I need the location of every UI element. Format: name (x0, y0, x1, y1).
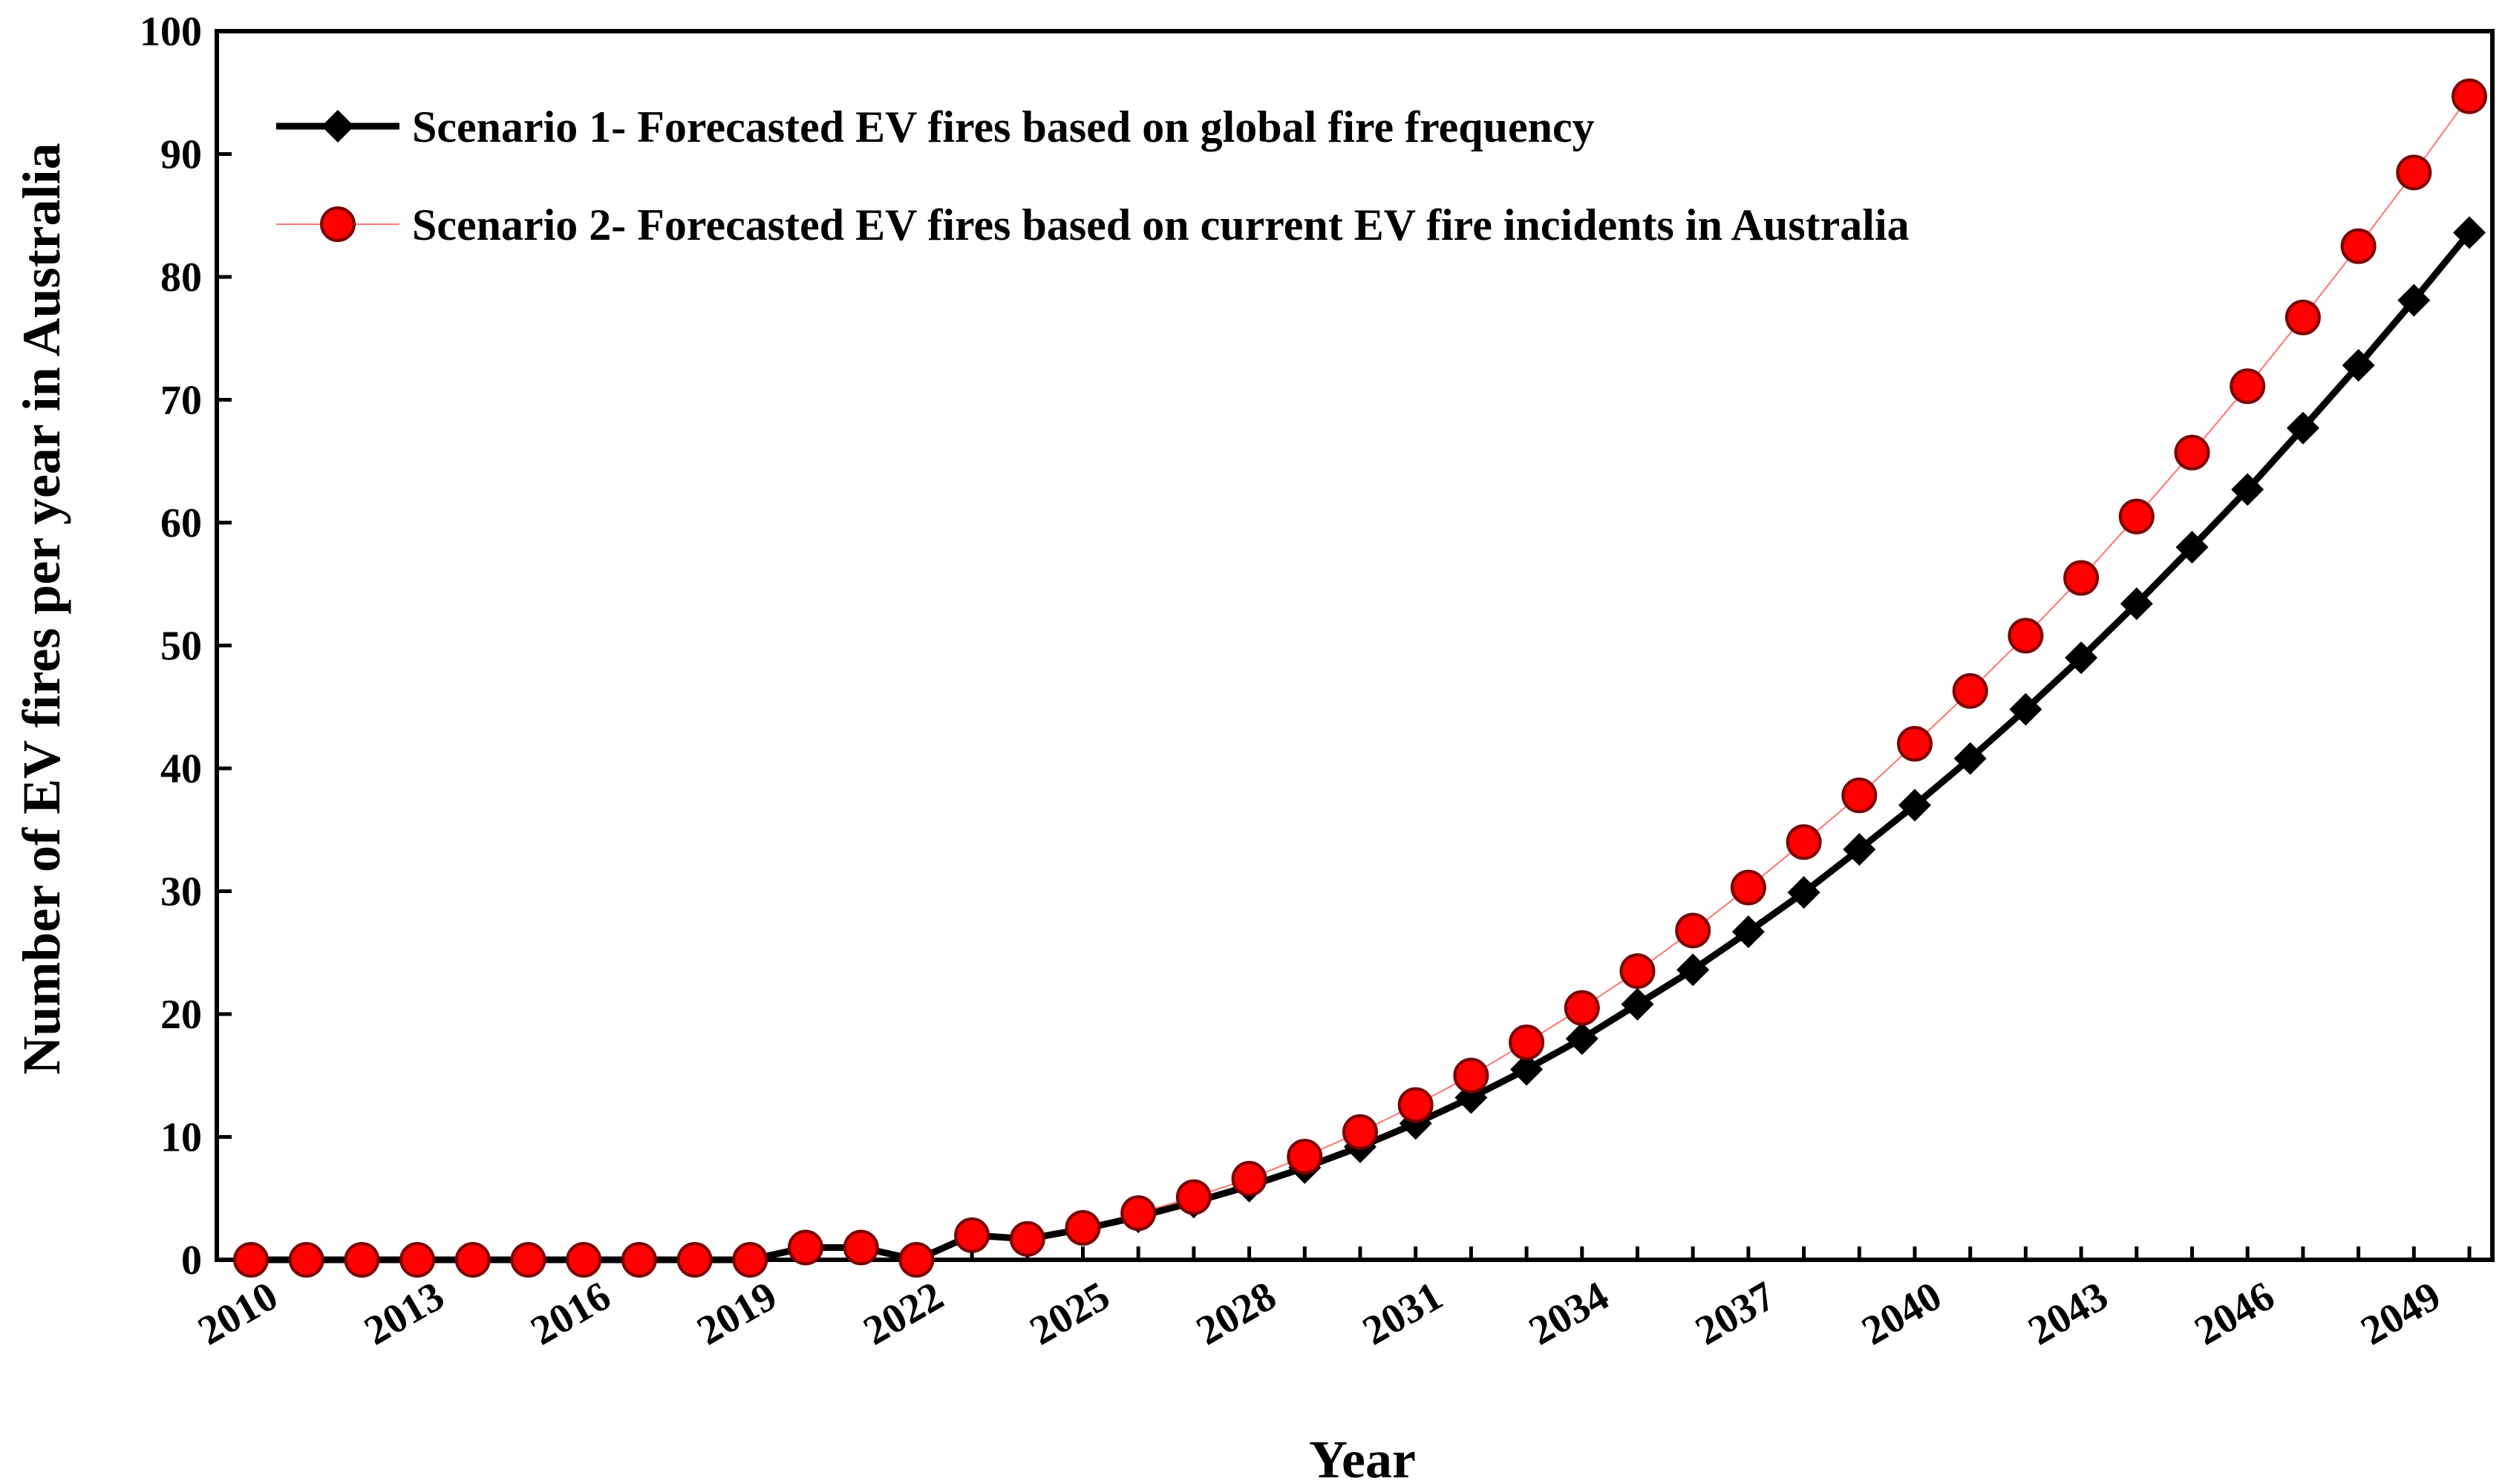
x-tick-label: 2043 (2021, 1273, 2116, 1355)
legend-marker-scenario-2 (320, 206, 356, 242)
data-point-scenario-2 (454, 1242, 491, 1278)
data-point-scenario-2 (1065, 1209, 1101, 1246)
data-point-scenario-2 (1952, 673, 1988, 709)
legend: Scenario 1- Forecasted EV fires based on… (276, 102, 1910, 249)
data-point-scenario-2 (1120, 1195, 1157, 1232)
series-line-scenario-2 (251, 96, 2470, 1261)
x-tick-label: 2025 (1022, 1273, 1117, 1355)
x-tick-label: 2019 (690, 1273, 785, 1355)
legend-marker-scenario-1 (321, 110, 354, 143)
data-point-scenario-2 (344, 1242, 380, 1278)
x-tick-label: 2022 (856, 1273, 951, 1355)
data-point-scenario-2 (1342, 1114, 1378, 1150)
y-tick-label: 90 (160, 132, 202, 178)
data-point-scenario-2 (510, 1242, 546, 1278)
data-point-scenario-2 (732, 1242, 768, 1278)
x-tick-label: 2046 (2187, 1273, 2282, 1355)
data-point-scenario-2 (2340, 228, 2377, 264)
data-point-scenario-2 (1231, 1160, 1267, 1197)
data-point-scenario-2 (954, 1217, 990, 1253)
data-point-scenario-2 (1786, 824, 1822, 860)
data-point-scenario-2 (1564, 990, 1600, 1026)
data-point-scenario-2 (788, 1229, 823, 1266)
data-point-scenario-1 (1953, 742, 1987, 775)
data-point-scenario-2 (1009, 1220, 1045, 1257)
data-point-scenario-2 (2230, 368, 2266, 405)
x-tick-label: 2010 (191, 1273, 286, 1355)
data-point-scenario-2 (1675, 912, 1711, 949)
data-point-scenario-2 (1175, 1179, 1212, 1215)
legend-label-scenario-1: Scenario 1- Forecasted EV fires based on… (412, 102, 1595, 151)
data-point-scenario-2 (2284, 299, 2321, 336)
data-point-scenario-2 (2174, 434, 2210, 471)
y-tick-label: 70 (160, 378, 202, 424)
data-point-scenario-1 (1787, 876, 1820, 909)
data-point-scenario-1 (2009, 693, 2042, 726)
data-point-scenario-1 (1510, 1053, 1544, 1086)
data-point-scenario-1 (2120, 587, 2153, 621)
x-tick-label: 2031 (1355, 1273, 1450, 1355)
data-point-scenario-2 (1397, 1087, 1434, 1123)
data-point-scenario-2 (1287, 1138, 1323, 1174)
data-point-scenario-2 (1730, 869, 1766, 906)
data-point-scenario-2 (1509, 1024, 1545, 1061)
data-point-scenario-1 (2231, 473, 2264, 506)
data-point-scenario-2 (1897, 725, 1933, 762)
data-point-scenario-1 (2175, 531, 2209, 564)
x-tick-label: 2040 (1855, 1273, 1950, 1355)
data-point-scenario-2 (2452, 78, 2487, 114)
data-point-scenario-1 (1565, 1022, 1598, 1056)
y-axis-title: Number of EV fires per year in Australia (12, 143, 71, 1074)
y-axis-ticks: 0 10 20 30 40 50 60 70 80 90 100 (140, 9, 232, 1284)
y-tick-label: 0 (181, 1238, 202, 1284)
x-tick-label: 2016 (523, 1273, 618, 1355)
y-tick-label: 10 (160, 1115, 202, 1161)
data-point-scenario-1 (2065, 641, 2098, 675)
legend-label-scenario-2: Scenario 2- Forecasted EV fires based on… (412, 200, 1910, 249)
data-point-scenario-2 (898, 1242, 935, 1278)
data-point-scenario-2 (566, 1242, 602, 1278)
y-tick-label: 60 (160, 500, 202, 546)
series-group (233, 78, 2487, 1278)
data-point-scenario-2 (2118, 498, 2155, 535)
x-tick-label: 2037 (1688, 1273, 1783, 1355)
data-point-scenario-2 (676, 1242, 713, 1278)
x-axis-title: Year (1309, 1430, 1416, 1484)
data-point-scenario-1 (2397, 284, 2431, 317)
y-tick-label: 100 (140, 9, 202, 55)
data-point-scenario-1 (1621, 987, 1654, 1021)
data-point-scenario-2 (843, 1229, 879, 1266)
x-tick-label: 2013 (357, 1273, 452, 1355)
data-point-scenario-2 (1841, 777, 1878, 814)
x-tick-label: 2034 (1521, 1273, 1616, 1355)
data-point-scenario-2 (399, 1242, 436, 1278)
data-point-scenario-2 (2008, 618, 2044, 654)
data-point-scenario-2 (233, 1242, 269, 1278)
data-point-scenario-2 (288, 1242, 324, 1278)
data-point-scenario-2 (2063, 560, 2100, 596)
data-point-scenario-2 (1453, 1057, 1489, 1094)
y-tick-label: 40 (160, 746, 202, 792)
data-point-scenario-1 (1843, 833, 1876, 866)
data-point-scenario-1 (1898, 788, 1931, 822)
data-point-scenario-1 (1676, 953, 1710, 987)
data-point-scenario-1 (2453, 216, 2486, 249)
series-line-scenario-1 (251, 230, 2472, 1264)
y-tick-label: 20 (160, 992, 202, 1038)
y-tick-label: 80 (160, 255, 202, 301)
x-tick-label: 2028 (1189, 1273, 1284, 1355)
data-point-scenario-1 (2342, 349, 2375, 382)
data-point-scenario-1 (2286, 411, 2319, 445)
data-point-scenario-2 (1619, 953, 1656, 990)
data-point-scenario-2 (2396, 154, 2432, 191)
x-tick-label: 2049 (2354, 1273, 2449, 1355)
data-point-scenario-1 (1731, 915, 1765, 949)
data-point-scenario-2 (621, 1242, 657, 1278)
y-tick-label: 50 (160, 624, 202, 670)
y-tick-label: 30 (160, 869, 202, 915)
